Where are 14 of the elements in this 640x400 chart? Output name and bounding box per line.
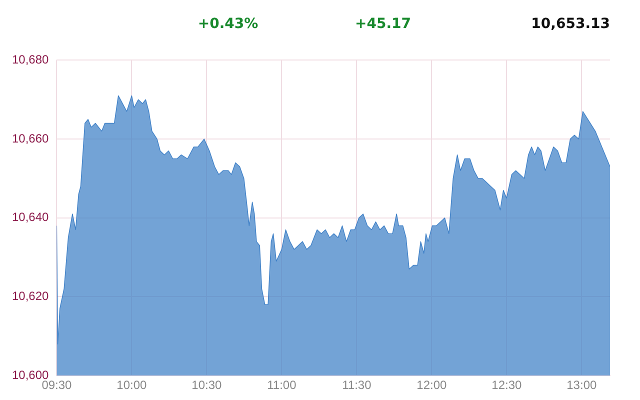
x-tick-label: 10:30 [192, 378, 222, 392]
x-tick-label: 11:30 [342, 378, 372, 392]
x-tick-label: 12:00 [416, 378, 448, 392]
x-tick-label: 13:00 [566, 378, 597, 392]
text: +45.17 [354, 16, 412, 32]
y-tick-label: 10,620 [12, 289, 50, 304]
y-tick-label: 10,660 [12, 131, 50, 146]
text: +0.43% [198, 16, 258, 32]
text: 10,653.13 [531, 16, 610, 32]
x-tick-label: 10:00 [116, 378, 148, 392]
x-tick-label: 11:00 [267, 378, 297, 392]
x-tick-label: 12:30 [492, 378, 522, 392]
y-tick-label: 10,640 [12, 210, 50, 224]
y-tick-label: 10,680 [12, 52, 50, 67]
